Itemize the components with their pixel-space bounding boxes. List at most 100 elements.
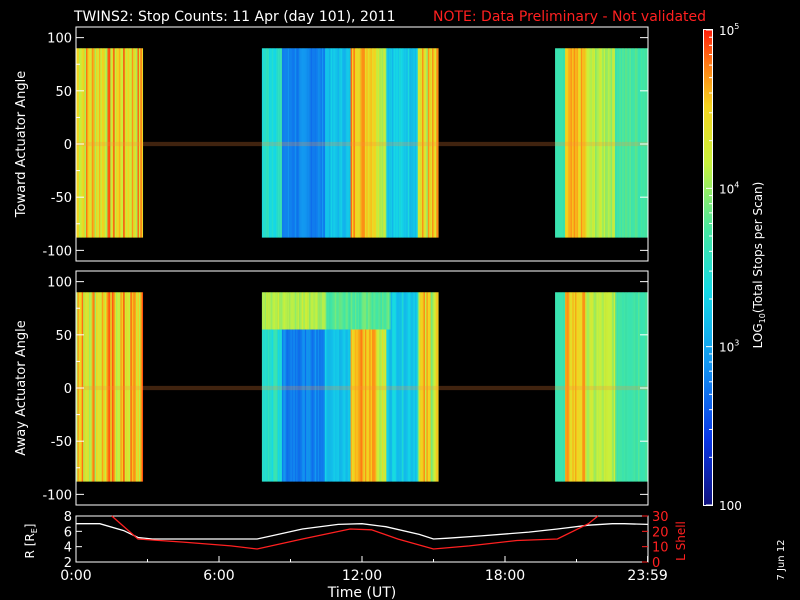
heatmap-cell (107, 48, 110, 238)
heatmap-cell (343, 292, 346, 330)
y-tick-label: -50 (51, 191, 72, 206)
heatmap-cell (379, 292, 381, 330)
heatmap-cell (291, 292, 294, 330)
heatmap-cell (296, 329, 298, 482)
heatmap-cell (639, 292, 642, 482)
heatmap-cell (620, 292, 623, 482)
heatmap-cell (299, 48, 301, 238)
heatmap-cell (402, 292, 404, 482)
heatmap-cell (310, 48, 313, 238)
heatmap-cell (340, 329, 343, 482)
heatmap-cell (269, 48, 271, 238)
heatmap-cell (403, 48, 406, 238)
heatmap-cell (389, 329, 391, 482)
heatmap-cell (91, 292, 94, 482)
heatmap-cell (599, 48, 602, 238)
heatmap-cell (317, 292, 320, 330)
heatmap-cell (126, 48, 128, 238)
heatmap-cell (625, 292, 627, 482)
heatmap-cell (610, 292, 613, 482)
heatmap-cell (336, 48, 338, 238)
heatmap-cell (635, 292, 637, 482)
heatmap-cell (347, 329, 350, 482)
heatmap-cell (643, 48, 646, 238)
heatmap-cell (595, 292, 597, 482)
heatmap-cell (426, 48, 429, 238)
heatmap-cell (140, 48, 143, 238)
heatmap-cell (123, 292, 125, 482)
heatmap-cell (314, 329, 317, 482)
heatmap-cell (363, 292, 366, 330)
heatmap-cell (274, 292, 277, 330)
heatmap-cell (100, 292, 103, 482)
heatmap-cell (372, 48, 374, 238)
heatmap-cell (127, 292, 130, 482)
heatmap-cell (287, 292, 290, 330)
heatmap-cell (420, 48, 423, 238)
heatmap-cell (116, 292, 118, 482)
heatmap-cell (556, 48, 559, 238)
heatmap-cell (326, 48, 328, 238)
heatmap-cell (429, 48, 431, 238)
heatmap-cell (118, 48, 121, 238)
heatmap-cell (605, 48, 607, 238)
away-heatmap-cells (76, 292, 649, 482)
heatmap-cell (387, 329, 390, 482)
ephemeris-lines (76, 515, 649, 550)
heatmap-cell (609, 48, 612, 238)
y-tick-label: 50 (55, 85, 72, 100)
heatmap-cell (330, 292, 333, 330)
heatmap-cell (636, 292, 639, 482)
heatmap-cell (281, 329, 284, 482)
r-tick-label: 6 (64, 525, 72, 540)
heatmap-cell (350, 329, 353, 482)
heatmap-cell (367, 329, 370, 482)
heatmap-cell (583, 292, 586, 482)
colorbar-tick-label: 100 (719, 499, 742, 513)
heatmap-cell (434, 292, 437, 482)
heatmap-cell (366, 292, 369, 330)
heatmap-cell (399, 48, 401, 238)
heatmap-cell (384, 292, 387, 330)
heatmap-cell (609, 292, 612, 482)
heatmap-cell (646, 48, 649, 238)
heatmap-cell (419, 292, 421, 482)
heatmap-cell (137, 48, 140, 238)
heatmap-cell (602, 292, 604, 482)
heatmap-cell (404, 48, 407, 238)
heatmap-cell (392, 48, 394, 238)
heatmap-cell (566, 48, 569, 238)
heatmap-cell (627, 292, 630, 482)
heatmap-cell (271, 48, 274, 238)
heatmap-cell (266, 329, 268, 482)
heatmap-cell (341, 48, 344, 238)
heatmap-cell (316, 48, 318, 238)
heatmap-cell (416, 48, 419, 238)
heatmap-cell (560, 292, 563, 482)
heatmap-cell (111, 292, 114, 482)
heatmap-cell (336, 329, 338, 482)
heatmap-cell (313, 48, 316, 238)
heatmap-cell (106, 292, 108, 482)
heatmap-cell (334, 329, 337, 482)
heatmap-cell (559, 48, 562, 238)
heatmap-cell (387, 292, 390, 330)
y-tick-label: -100 (42, 488, 72, 503)
heatmap-cell (273, 48, 276, 238)
heatmap-cell (437, 48, 439, 238)
heatmap-cell (324, 329, 327, 482)
heatmap-cell (350, 292, 353, 330)
heatmap-cell (343, 329, 346, 482)
heatmap-cell (569, 292, 572, 482)
heatmap-cell (273, 292, 276, 330)
heatmap-cell (642, 292, 645, 482)
heatmap-cell (321, 292, 324, 330)
heatmap-cell (587, 292, 590, 482)
heatmap-cell (390, 292, 393, 482)
heatmap-cell (400, 48, 403, 238)
heatmap-cell (403, 292, 406, 482)
heatmap-cell (349, 48, 351, 238)
heatmap-cell (329, 292, 331, 330)
heatmap-cell (284, 48, 287, 238)
